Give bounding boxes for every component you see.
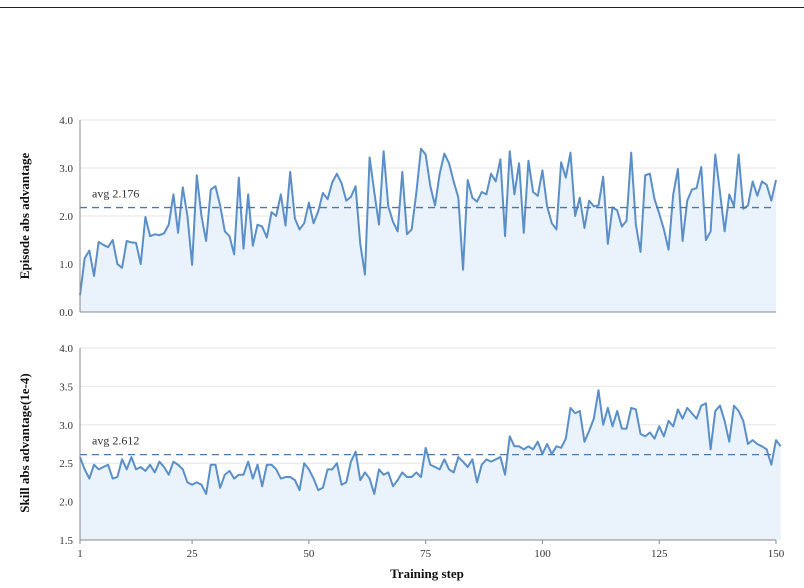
skill-x-tick-label: 50 [303, 548, 315, 560]
episode-y-tick-label: 1.0 [59, 259, 73, 271]
skill-x-tick-label: 75 [420, 548, 432, 560]
skill-y-tick-label: 3.0 [59, 420, 73, 432]
skill-y-tick-label: 2.5 [59, 458, 73, 470]
episode-y-axis-label: Episode abs advantage [17, 153, 32, 280]
skill-y-axis-label: Skill abs advantage(1e-4) [17, 373, 32, 512]
skill-x-tick-label: 150 [768, 548, 785, 560]
skill-x-tick-label: 1 [77, 548, 83, 560]
x-axis-label: Training step [390, 566, 464, 581]
skill-y-tick-label: 4.0 [59, 343, 73, 355]
skill-series-line [79, 389, 782, 495]
skill-x-tick-label: 100 [534, 548, 551, 560]
top-rule [0, 7, 804, 8]
episode-y-tick-label: 2.0 [59, 211, 73, 223]
skill-y-tick-label: 3.5 [59, 381, 73, 393]
skill-x-tick-label: 125 [651, 548, 668, 560]
episode-y-tick-label: 4.0 [59, 115, 73, 127]
skill-y-tick-label: 2.0 [59, 497, 73, 509]
episode-y-tick-label: 0.0 [59, 307, 73, 319]
skill-avg-label: avg 2.612 [92, 434, 139, 448]
episode-chart: 0.0 1.0 2.0 3.0 4.0 avg 2.176 [59, 115, 777, 319]
skill-y-tick-label: 1.5 [59, 535, 73, 547]
episode-avg-label: avg 2.176 [92, 187, 139, 201]
episode-series-line [79, 147, 777, 296]
skill-x-tick-label: 25 [187, 548, 199, 560]
episode-y-tick-label: 3.0 [59, 163, 73, 175]
